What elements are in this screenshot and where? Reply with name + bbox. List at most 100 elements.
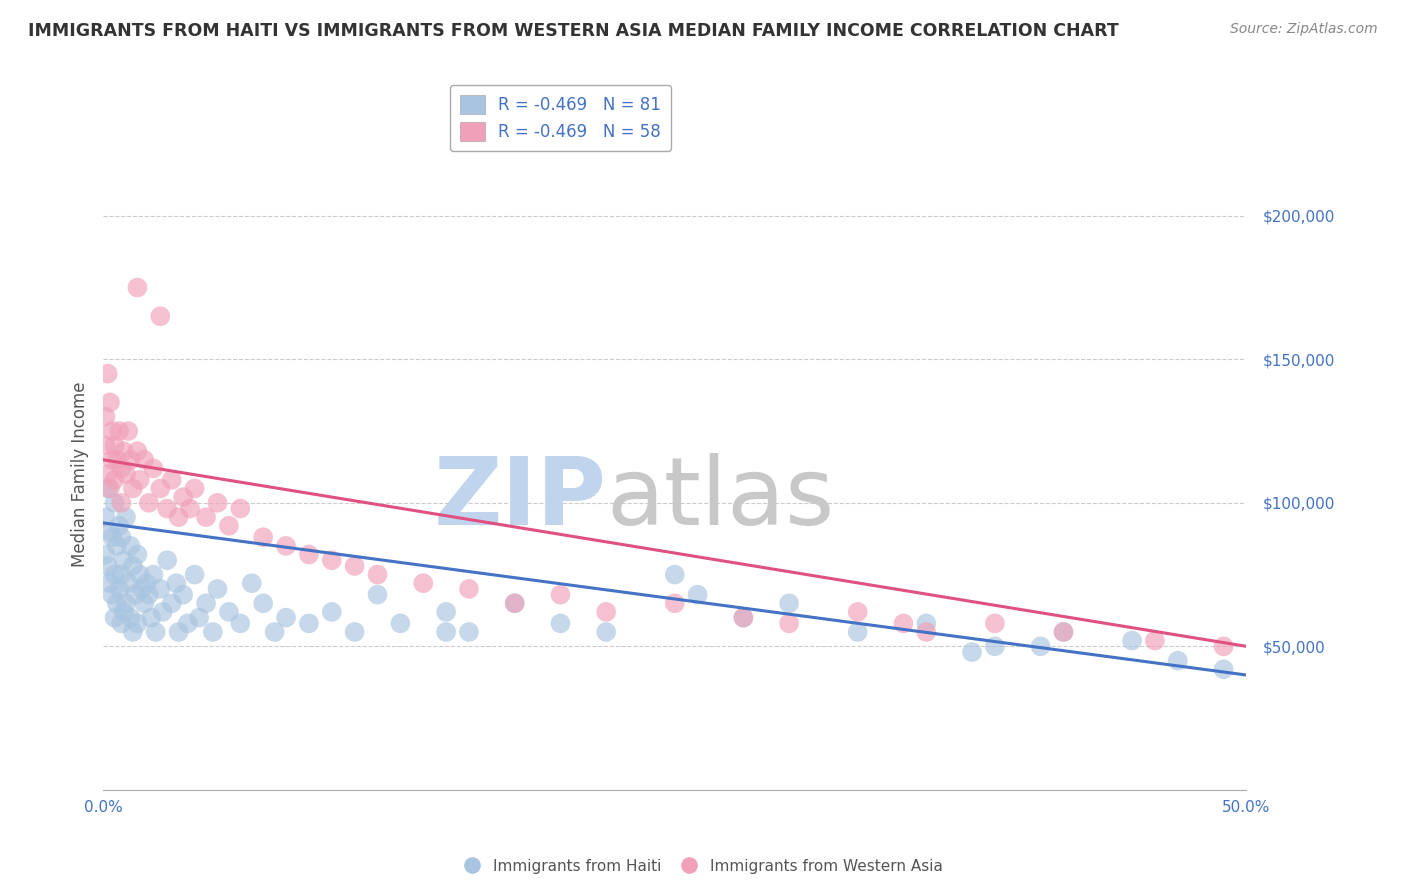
Point bbox=[503, 596, 526, 610]
Point bbox=[141, 610, 163, 624]
Point bbox=[458, 624, 481, 639]
Point bbox=[172, 490, 194, 504]
Point bbox=[98, 395, 121, 409]
Point bbox=[846, 605, 869, 619]
Point bbox=[94, 548, 117, 562]
Point bbox=[128, 473, 150, 487]
Point bbox=[183, 482, 205, 496]
Point bbox=[274, 539, 297, 553]
Point bbox=[103, 610, 125, 624]
Point bbox=[110, 616, 132, 631]
Point bbox=[1143, 633, 1166, 648]
Point bbox=[778, 596, 800, 610]
Point bbox=[149, 310, 172, 324]
Point bbox=[142, 461, 165, 475]
Point bbox=[664, 596, 686, 610]
Point bbox=[179, 501, 201, 516]
Point bbox=[367, 567, 389, 582]
Point bbox=[595, 605, 617, 619]
Point bbox=[686, 588, 709, 602]
Point bbox=[98, 576, 121, 591]
Point bbox=[105, 539, 128, 553]
Point bbox=[298, 548, 321, 562]
Point bbox=[117, 576, 139, 591]
Point bbox=[1167, 654, 1189, 668]
Point bbox=[149, 482, 172, 496]
Point bbox=[108, 582, 131, 596]
Point bbox=[183, 567, 205, 582]
Point bbox=[218, 605, 240, 619]
Point bbox=[127, 444, 149, 458]
Point bbox=[97, 367, 120, 381]
Point bbox=[778, 616, 800, 631]
Point bbox=[1121, 633, 1143, 648]
Point bbox=[105, 452, 128, 467]
Point bbox=[138, 588, 160, 602]
Point bbox=[434, 605, 457, 619]
Point bbox=[115, 596, 138, 610]
Point bbox=[263, 624, 285, 639]
Point bbox=[458, 582, 481, 596]
Point bbox=[915, 616, 938, 631]
Point bbox=[127, 548, 149, 562]
Point bbox=[733, 610, 755, 624]
Point bbox=[915, 624, 938, 639]
Point bbox=[101, 452, 124, 467]
Point bbox=[97, 482, 120, 496]
Point bbox=[343, 558, 366, 573]
Point bbox=[108, 424, 131, 438]
Point bbox=[134, 452, 156, 467]
Point bbox=[207, 496, 229, 510]
Point bbox=[550, 588, 572, 602]
Point bbox=[167, 624, 190, 639]
Point bbox=[103, 496, 125, 510]
Point bbox=[984, 640, 1007, 654]
Point bbox=[131, 582, 153, 596]
Point bbox=[321, 605, 343, 619]
Text: atlas: atlas bbox=[606, 453, 834, 545]
Point bbox=[412, 576, 434, 591]
Point bbox=[156, 501, 179, 516]
Point bbox=[389, 616, 412, 631]
Point bbox=[135, 576, 157, 591]
Point bbox=[188, 610, 211, 624]
Point bbox=[108, 518, 131, 533]
Point bbox=[128, 567, 150, 582]
Point bbox=[893, 616, 915, 631]
Point bbox=[1052, 624, 1074, 639]
Point bbox=[103, 473, 125, 487]
Point bbox=[138, 496, 160, 510]
Point bbox=[1052, 624, 1074, 639]
Point bbox=[172, 588, 194, 602]
Point bbox=[94, 438, 117, 452]
Point bbox=[218, 518, 240, 533]
Point bbox=[103, 567, 125, 582]
Point bbox=[343, 624, 366, 639]
Point bbox=[960, 645, 983, 659]
Point bbox=[274, 610, 297, 624]
Point bbox=[595, 624, 617, 639]
Point bbox=[167, 510, 190, 524]
Point bbox=[120, 610, 142, 624]
Point bbox=[145, 624, 167, 639]
Point bbox=[121, 624, 143, 639]
Point bbox=[127, 616, 149, 631]
Y-axis label: Median Family Income: Median Family Income bbox=[72, 382, 89, 567]
Point bbox=[124, 588, 146, 602]
Legend: Immigrants from Haiti, Immigrants from Western Asia: Immigrants from Haiti, Immigrants from W… bbox=[457, 853, 949, 880]
Point bbox=[105, 596, 128, 610]
Point bbox=[94, 409, 117, 424]
Point bbox=[117, 424, 139, 438]
Point bbox=[160, 596, 183, 610]
Point bbox=[152, 605, 174, 619]
Text: IMMIGRANTS FROM HAITI VS IMMIGRANTS FROM WESTERN ASIA MEDIAN FAMILY INCOME CORRE: IMMIGRANTS FROM HAITI VS IMMIGRANTS FROM… bbox=[28, 22, 1119, 40]
Point bbox=[101, 588, 124, 602]
Point bbox=[97, 558, 120, 573]
Point bbox=[142, 567, 165, 582]
Point bbox=[112, 444, 135, 458]
Point bbox=[101, 424, 124, 438]
Point bbox=[110, 461, 132, 475]
Point bbox=[1029, 640, 1052, 654]
Point bbox=[298, 616, 321, 631]
Point bbox=[207, 582, 229, 596]
